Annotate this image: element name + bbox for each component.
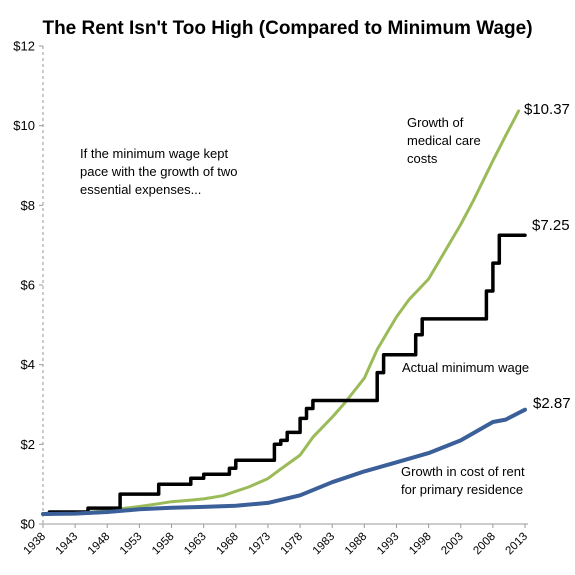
intro-annotation: If the minimum wage kept pace with the g… (80, 145, 238, 199)
x-tick-label: 1953 (118, 531, 145, 558)
x-tick-label: 1973 (246, 531, 273, 558)
y-tick-label: $0 (21, 517, 35, 532)
x-tick-label: 1958 (150, 531, 177, 558)
y-tick-label: $4 (21, 357, 35, 372)
chart-title: The Rent Isn't Too High (Compared to Min… (42, 18, 533, 39)
x-tick-label: 1948 (86, 531, 113, 558)
x-tick-label: 1978 (279, 531, 306, 558)
intro-annotation-line: pace with the growth of two (80, 164, 238, 179)
minwage-annotation-line: Actual minimum wage (402, 360, 530, 375)
intro-annotation-line: essential expenses... (80, 182, 202, 197)
x-tick-label: 1938 (22, 531, 49, 558)
rent-annotation: Growth in cost of rent for primary resid… (401, 463, 525, 499)
x-tick-label: 1988 (343, 531, 370, 558)
x-tick-label: 2003 (439, 531, 466, 558)
y-tick-label: $10 (13, 118, 35, 133)
y-tick-label: $2 (21, 437, 35, 452)
y-tick-label: $12 (13, 39, 35, 54)
rent-series-line (41, 407, 527, 516)
x-tick-label: 1998 (407, 531, 434, 558)
x-tick-label: 1963 (182, 531, 209, 558)
medical-annotation-line: costs (407, 151, 438, 166)
rent-annotation-line: for primary residence (401, 482, 524, 497)
y-tick-label: $8 (21, 198, 35, 213)
medical-annotation-line: medical care (407, 133, 481, 148)
x-tick-label: 1993 (375, 531, 402, 558)
medical-annotation-line: Growth of (407, 115, 464, 130)
x-tick-label: 2008 (471, 531, 498, 558)
medical-end-label: $10.37 (524, 101, 570, 118)
x-tick-label: 1983 (311, 531, 338, 558)
intro-annotation-line: If the minimum wage kept (80, 146, 229, 161)
minwage-series-line (41, 233, 527, 516)
chart-axes (39, 45, 528, 528)
y-tick-label: $6 (21, 278, 35, 293)
x-tick-label: 1968 (214, 531, 241, 558)
x-tick-label: 2013 (504, 531, 531, 558)
x-tick-label: 1943 (54, 531, 81, 558)
rent-end-label: $2.87 (533, 395, 571, 412)
minwage-end-label: $7.25 (532, 217, 570, 234)
minwage-annotation: Actual minimum wage (402, 359, 529, 377)
series-layer (41, 109, 527, 516)
medical-annotation: Growth of medical care costs (407, 114, 481, 168)
rent-annotation-line: Growth in cost of rent (401, 464, 525, 479)
